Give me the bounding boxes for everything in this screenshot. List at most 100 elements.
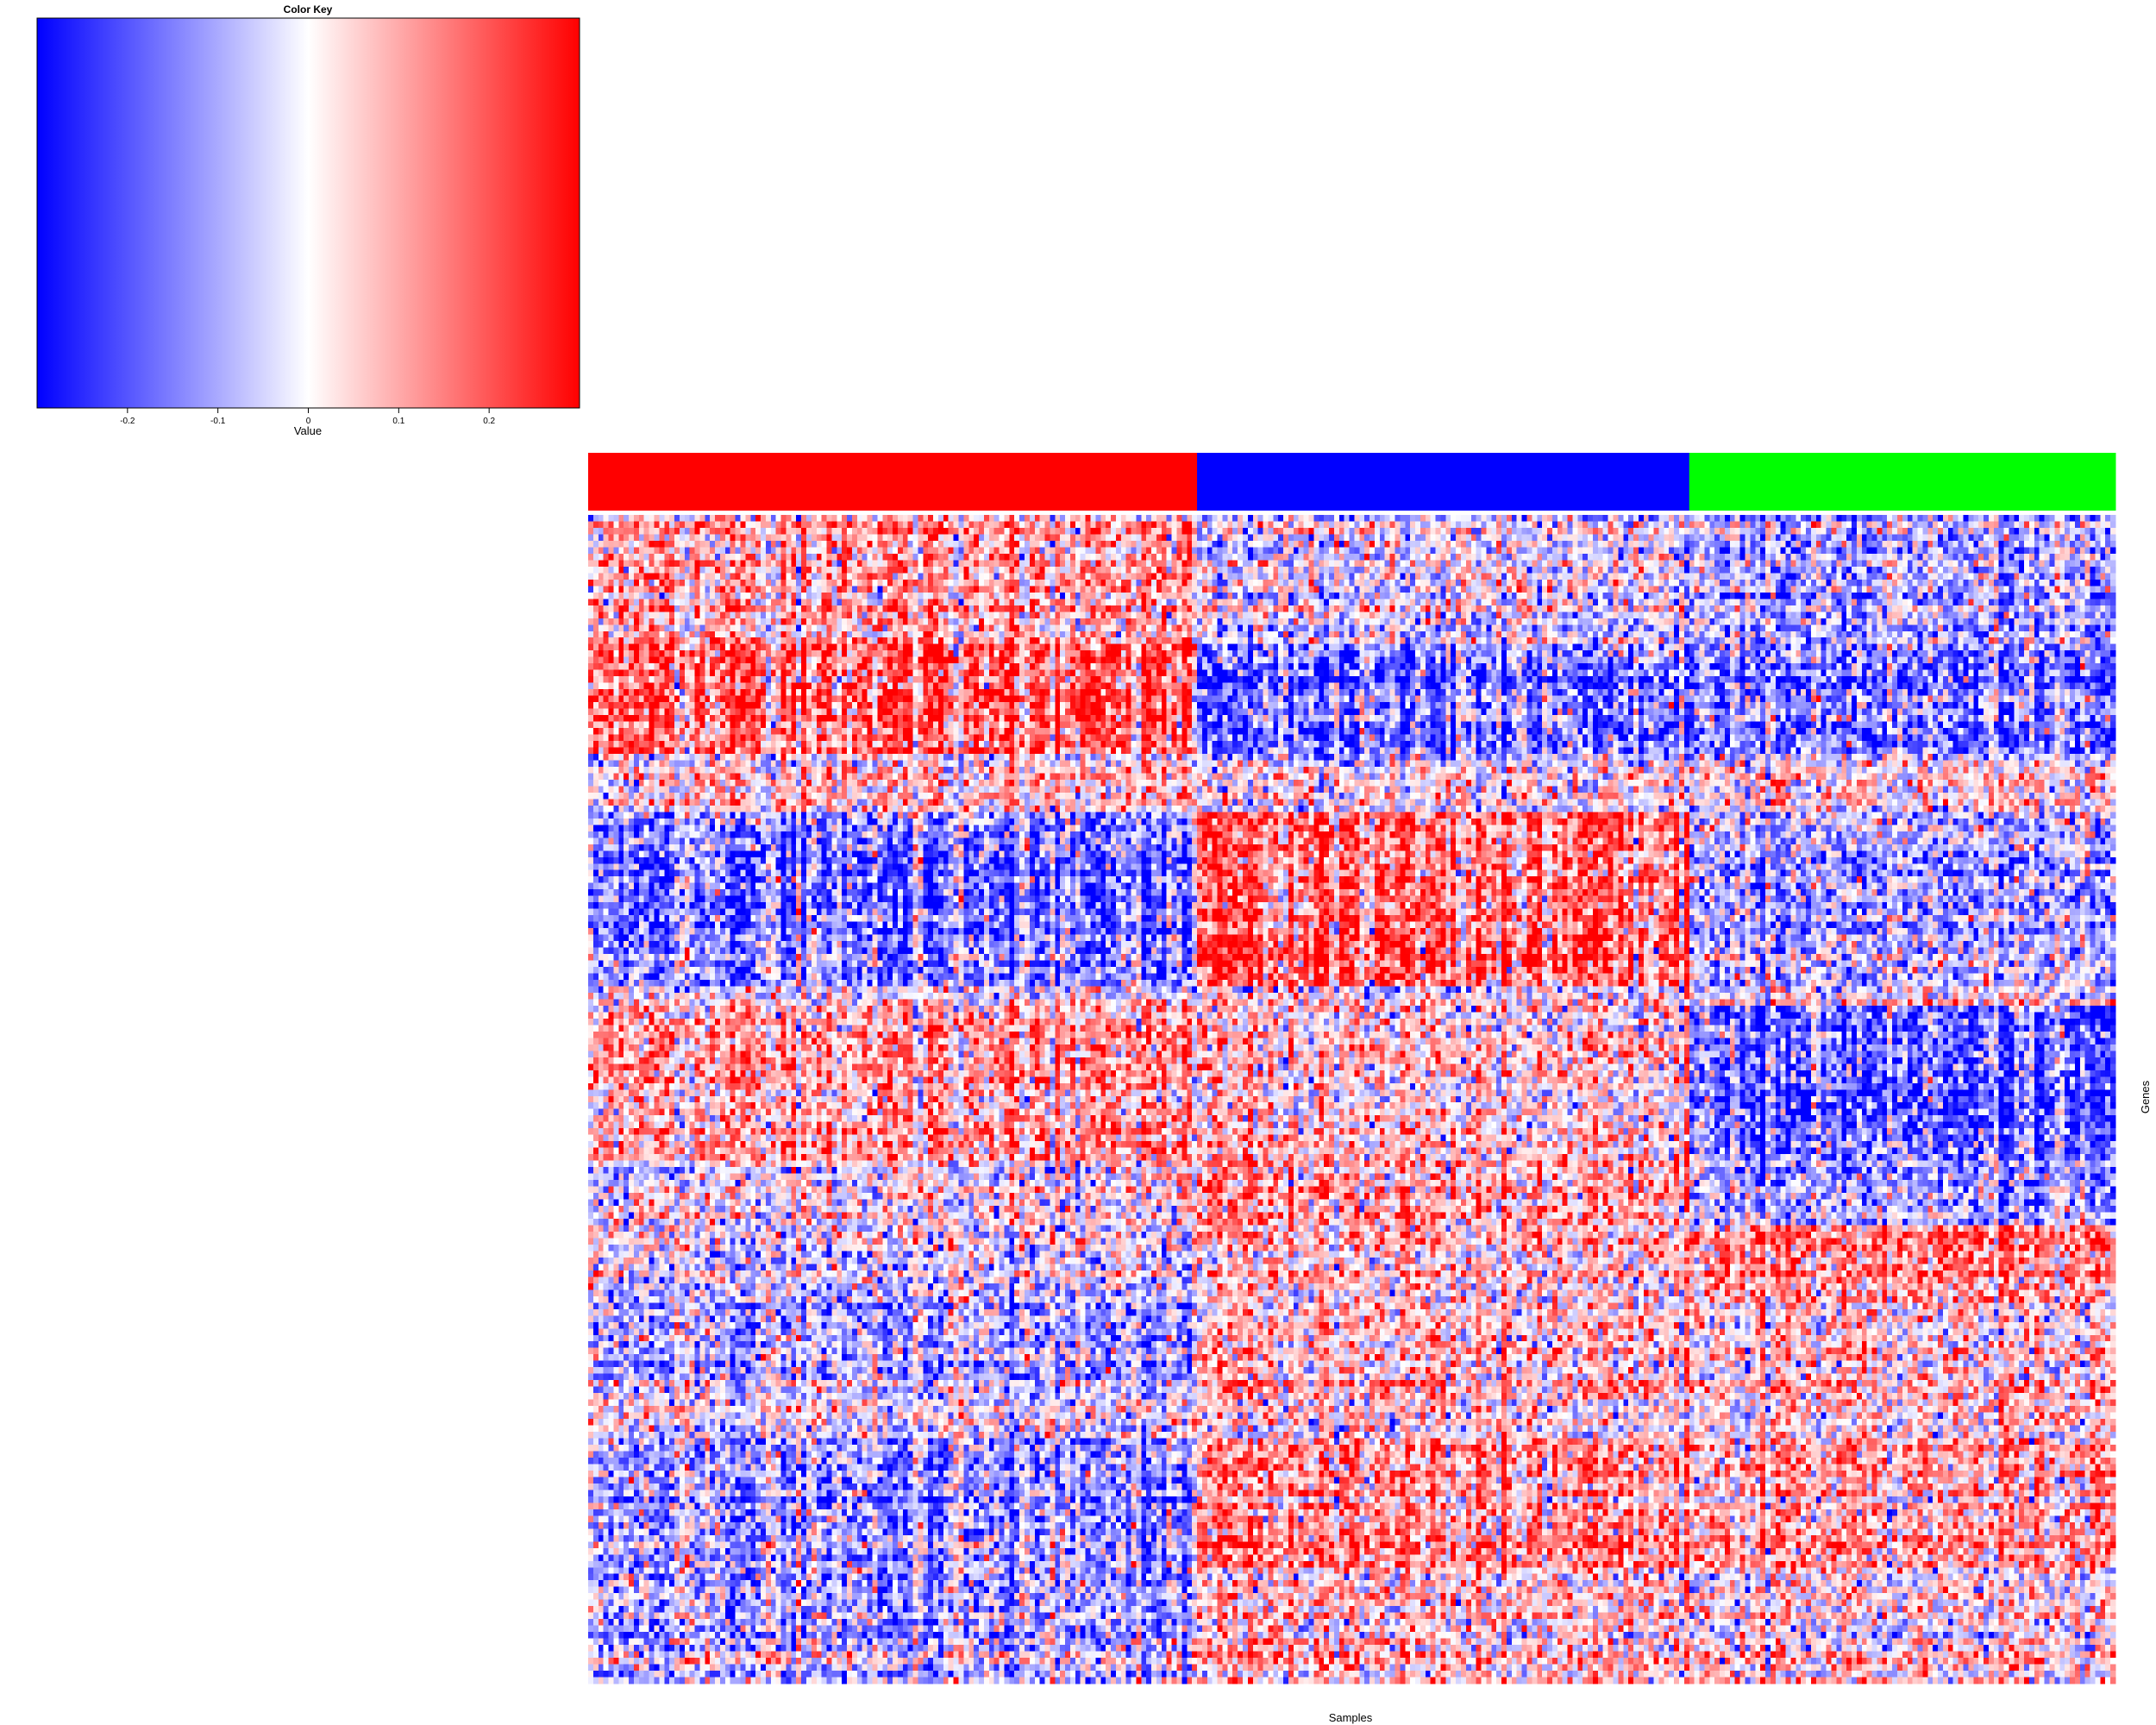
heatmap-cell xyxy=(1004,573,1009,580)
heatmap-cell xyxy=(781,547,787,554)
heatmap-cell xyxy=(1953,534,1959,541)
heatmap-cell xyxy=(2054,528,2059,535)
heatmap-cell xyxy=(1136,554,1141,561)
heatmap-cell xyxy=(1299,528,1304,535)
heatmap-cell xyxy=(1918,560,1923,567)
heatmap-cell xyxy=(1654,567,1659,574)
heatmap-cell xyxy=(1841,547,1846,554)
heatmap-cell xyxy=(2090,554,2096,561)
heatmap-cell xyxy=(1862,521,1867,528)
heatmap-cell xyxy=(1263,541,1269,548)
heatmap-cell xyxy=(771,541,776,548)
heatmap-cell xyxy=(974,560,979,567)
heatmap-cell xyxy=(715,528,720,535)
heatmap-cell xyxy=(1491,541,1496,548)
heatmap-cell xyxy=(1491,554,1496,561)
heatmap-cell xyxy=(1658,534,1664,541)
heatmap-cell xyxy=(1577,521,1583,528)
heatmap-cell xyxy=(1050,554,1055,561)
heatmap-cell xyxy=(1973,573,1978,580)
heatmap-cell xyxy=(872,567,877,574)
heatmap-cell xyxy=(1750,554,1755,561)
heatmap-cell xyxy=(761,560,766,567)
heatmap-cell xyxy=(1608,515,1614,522)
heatmap-cell xyxy=(613,521,618,528)
heatmap-cell xyxy=(720,580,725,586)
heatmap-cell xyxy=(1354,560,1359,567)
heatmap-cell xyxy=(649,554,655,561)
heatmap-cell xyxy=(1872,528,1877,535)
heatmap-cell xyxy=(1486,541,1491,548)
heatmap-cell xyxy=(1532,560,1537,567)
heatmap-cell xyxy=(994,534,1000,541)
heatmap-cell xyxy=(1375,554,1380,561)
heatmap-cell xyxy=(1095,554,1100,561)
heatmap-cell xyxy=(1963,534,1968,541)
heatmap-cell xyxy=(1380,528,1385,535)
heatmap-cell xyxy=(1755,534,1760,541)
heatmap-cell xyxy=(1563,554,1568,561)
heatmap-cell xyxy=(745,554,750,561)
heatmap-cell xyxy=(1162,528,1167,535)
heatmap-cell xyxy=(2050,515,2055,522)
heatmap-cell xyxy=(730,560,736,567)
heatmap-cell xyxy=(1040,567,1045,574)
heatmap-cell xyxy=(1832,541,1837,548)
heatmap-cell xyxy=(1151,567,1156,574)
heatmap-cell xyxy=(1304,521,1309,528)
heatmap-cell xyxy=(1765,534,1771,541)
heatmap-cell xyxy=(2070,541,2075,548)
heatmap-cell xyxy=(699,560,705,567)
heatmap-cell xyxy=(1187,573,1192,580)
heatmap-cell xyxy=(776,541,781,548)
heatmap-cell xyxy=(791,547,796,554)
heatmap-cell xyxy=(1172,560,1177,567)
heatmap-cell xyxy=(1334,521,1339,528)
heatmap-cell xyxy=(1841,560,1846,567)
heatmap-cell xyxy=(1999,521,2004,528)
heatmap-cell xyxy=(1431,541,1436,548)
heatmap-cell xyxy=(1968,515,1973,522)
heatmap-cell xyxy=(1162,541,1167,548)
heatmap-cell xyxy=(842,567,847,574)
heatmap-cell xyxy=(1913,567,1918,574)
heatmap-cell xyxy=(1852,528,1857,535)
heatmap-cell xyxy=(1400,515,1405,522)
heatmap-cell xyxy=(1299,547,1304,554)
heatmap-cell xyxy=(837,528,842,535)
heatmap-cell xyxy=(1832,547,1837,554)
heatmap-cell xyxy=(974,567,979,574)
heatmap-cell xyxy=(837,554,842,561)
heatmap-cell xyxy=(699,515,705,522)
heatmap-cell xyxy=(1507,541,1512,548)
heatmap-cell xyxy=(1857,534,1862,541)
heatmap-cell xyxy=(1776,521,1781,528)
heatmap-cell xyxy=(1486,560,1491,567)
heatmap-cell xyxy=(1288,521,1294,528)
heatmap-cell xyxy=(1151,560,1156,567)
heatmap-cell xyxy=(1735,528,1740,535)
heatmap-cell xyxy=(1557,567,1563,574)
heatmap-cell xyxy=(1902,554,1908,561)
heatmap-cell xyxy=(710,547,715,554)
heatmap-cell xyxy=(695,573,700,580)
heatmap-cell xyxy=(1765,547,1771,554)
heatmap-cell xyxy=(837,567,842,574)
heatmap-cell xyxy=(2110,515,2115,522)
heatmap-cell xyxy=(1735,541,1740,548)
heatmap-cell xyxy=(1081,547,1086,554)
heatmap-cell xyxy=(1238,515,1243,522)
heatmap-cell xyxy=(862,554,868,561)
heatmap-cell xyxy=(599,515,604,522)
heatmap-cell xyxy=(989,567,994,574)
heatmap-cell xyxy=(877,534,882,541)
heatmap-cell xyxy=(741,515,746,522)
heatmap-cell xyxy=(710,580,715,586)
heatmap-cell xyxy=(2070,547,2075,554)
heatmap-cell xyxy=(1740,560,1745,567)
heatmap-cell xyxy=(1999,528,2004,535)
color-key-tick-label: -0.1 xyxy=(210,417,226,426)
heatmap-cell xyxy=(1111,541,1116,548)
heatmap-cell xyxy=(1354,528,1359,535)
heatmap-cell xyxy=(690,560,695,567)
